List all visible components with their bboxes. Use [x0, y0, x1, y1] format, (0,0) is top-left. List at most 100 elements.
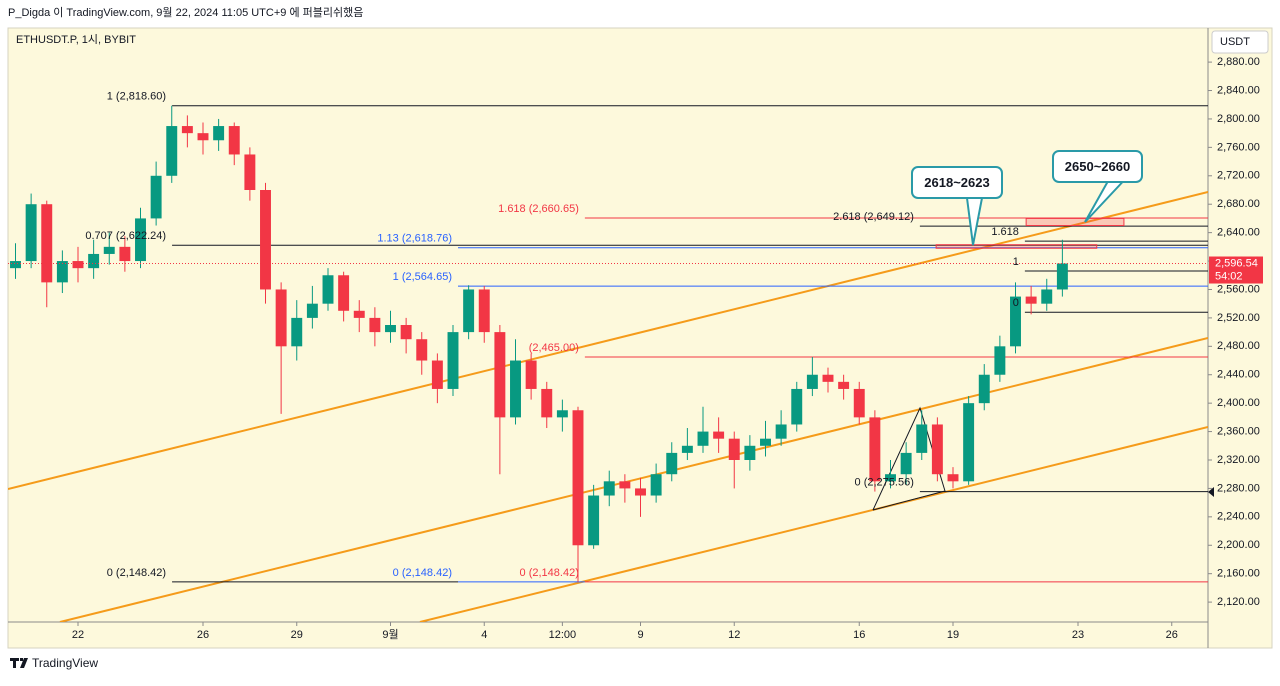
candle-body: [650, 474, 662, 496]
level-label: 1: [1013, 256, 1019, 268]
y-tick-label: 2,840.00: [1217, 84, 1260, 96]
candle-body: [744, 445, 756, 460]
level-label: (2,465.00): [529, 342, 579, 354]
callout-pointer: [966, 197, 983, 246]
candle-body: [119, 246, 131, 262]
candle-body: [541, 388, 553, 418]
candle-body: [1025, 296, 1037, 304]
candle-body: [510, 360, 521, 418]
candle-body: [291, 317, 303, 347]
candle-body: [25, 204, 37, 262]
candle-body: [963, 403, 975, 482]
plot: [8, 105, 1208, 583]
level-label: 0 (2,148.42): [393, 567, 452, 579]
candle-body: [916, 424, 928, 453]
x-tick-label: 19: [947, 629, 959, 641]
level-label: 0 (2,275.56): [855, 476, 914, 488]
channel-line: [419, 426, 1208, 622]
candle-body: [88, 253, 100, 269]
y-tick-label: 2,160.00: [1217, 568, 1260, 580]
candle-body: [853, 388, 865, 418]
candle-body: [150, 175, 162, 219]
y-tick-label: 2,560.00: [1217, 283, 1260, 295]
candle-body: [494, 332, 506, 418]
logo: TradingView: [10, 656, 98, 670]
y-tick-label: 2,200.00: [1217, 539, 1260, 551]
x-tick-label: 26: [1166, 629, 1178, 641]
candle-body: [72, 261, 84, 269]
level-label: 0.707 (2,622.24): [85, 230, 166, 242]
candle-body: [978, 374, 990, 404]
candle-body: [1010, 296, 1021, 347]
level-label: 1.13 (2,618.76): [377, 233, 452, 245]
y-tick-label: 2,880.00: [1217, 56, 1260, 68]
candle-body: [135, 218, 146, 262]
candle-body: [869, 417, 881, 482]
y-tick-label: 2,400.00: [1217, 397, 1260, 409]
axis-marker: [1208, 487, 1214, 497]
level-label: 0: [1013, 297, 1019, 309]
candle-body: [431, 360, 443, 389]
footer: TradingView: [32, 656, 98, 670]
x-tick-label: 9: [637, 629, 643, 641]
candle-body: [103, 246, 115, 254]
candle-body: [10, 261, 21, 269]
currency: USDT: [1220, 36, 1250, 48]
y-tick-label: 2,520.00: [1217, 312, 1260, 324]
level-label: 0 (2,148.42): [520, 567, 579, 579]
candle-body: [885, 474, 896, 482]
candle-body: [478, 289, 490, 333]
candle-body: [588, 495, 600, 546]
candle-body: [400, 325, 412, 340]
candle-body: [947, 474, 959, 482]
y-tick-label: 2,360.00: [1217, 425, 1260, 437]
candle-body: [775, 424, 787, 439]
candle-body: [1041, 289, 1053, 304]
x-tick-label: 12:00: [549, 629, 577, 641]
y-tick-label: 2,720.00: [1217, 170, 1260, 182]
callout-pointer: [1084, 181, 1124, 223]
y-tick-label: 2,760.00: [1217, 141, 1260, 153]
y-tick-label: 2,240.00: [1217, 511, 1260, 523]
x-tick-label: 22: [72, 629, 84, 641]
candle-body: [525, 360, 537, 389]
candle-body: [838, 381, 850, 389]
candle-body: [244, 154, 256, 190]
y-tick-label: 2,280.00: [1217, 482, 1260, 494]
candle-body: [353, 310, 365, 318]
last-price-label: 2,596.54: [1215, 257, 1258, 269]
candle-body: [369, 317, 381, 333]
candle-body: [697, 431, 709, 446]
candle-body: [635, 488, 646, 496]
candle-body: [275, 289, 287, 347]
candle-body: [1056, 263, 1068, 290]
y-tick-label: 2,320.00: [1217, 454, 1260, 466]
candle-body: [260, 190, 271, 290]
level-label: 1.618: [991, 226, 1019, 238]
last-price-box: [1209, 256, 1263, 284]
level-label: 1.618 (2,660.65): [498, 203, 579, 215]
y-tick-label: 2,800.00: [1217, 113, 1260, 125]
callout-box: [911, 166, 1003, 199]
candle-body: [416, 339, 428, 361]
level-label: 0 (2,148.42): [107, 567, 166, 579]
candle-body: [603, 481, 615, 496]
trend-lines: [8, 191, 1208, 622]
x-tick-label: 12: [728, 629, 740, 641]
x-tick-label: 4: [481, 629, 487, 641]
channel-line: [8, 191, 1208, 490]
chart-background: [7, 27, 1273, 649]
channel-line: [59, 337, 1208, 622]
level-label: 1 (2,818.60): [107, 91, 166, 103]
y-tick-label: 2,680.00: [1217, 198, 1260, 210]
candle-body: [713, 431, 725, 439]
symbol: ETHUSDT.P, 1시, BYBIT: [16, 34, 136, 46]
candle-body: [931, 424, 943, 475]
candle-body: [181, 126, 193, 134]
candle-body: [166, 126, 178, 176]
overlay: 1 (2,818.60) 0.707 (2,622.24) 0 (2,148.42)…: [85, 91, 1143, 579]
candle-body: [791, 388, 803, 425]
candle-body: [447, 332, 459, 389]
candle-body: [228, 126, 240, 155]
